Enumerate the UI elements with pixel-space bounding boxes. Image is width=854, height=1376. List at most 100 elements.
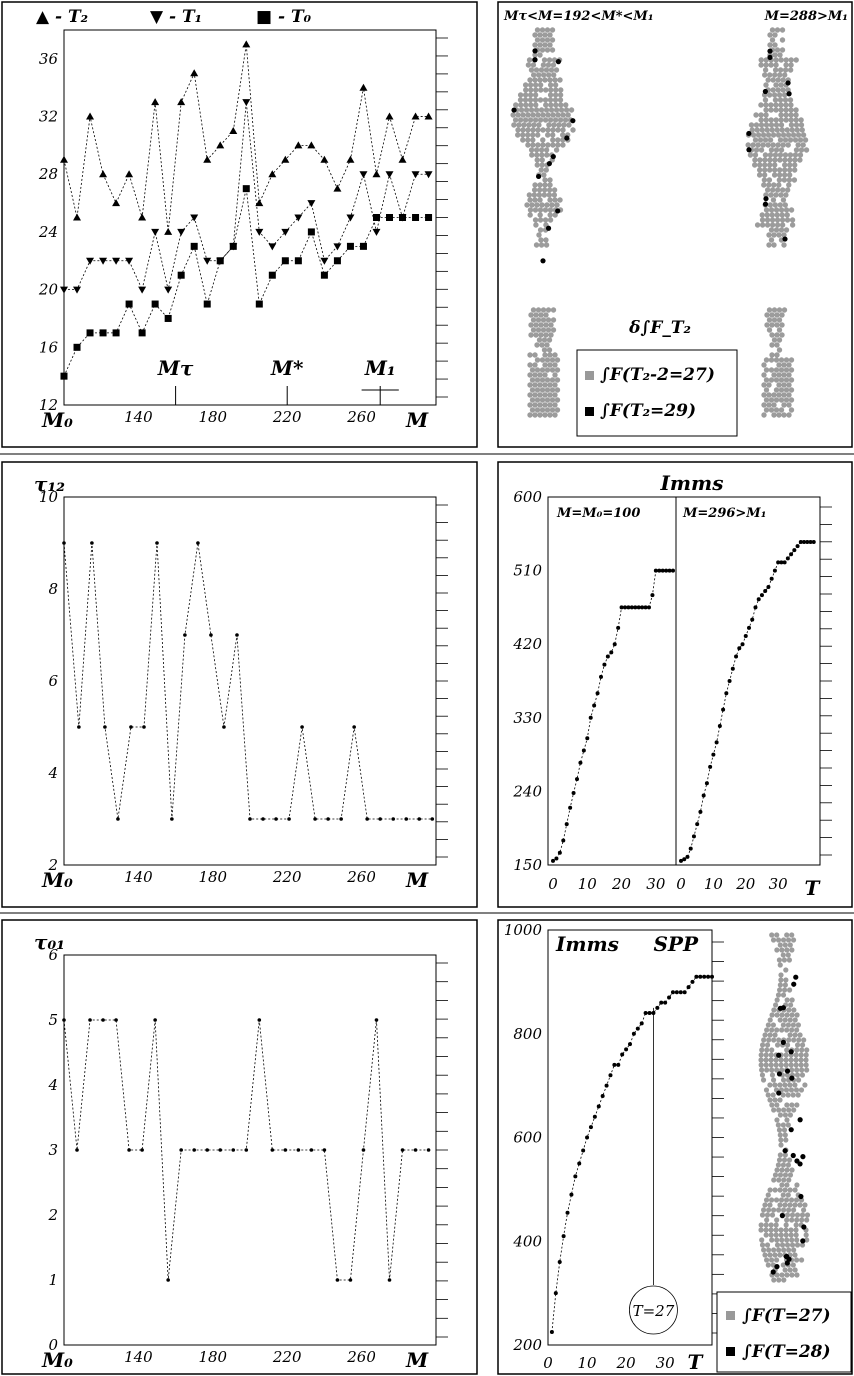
p6-spp-cell: [772, 1097, 778, 1103]
p4-cluster-left-cell: [540, 62, 547, 68]
p4-cluster-left-cell: [535, 112, 541, 118]
p6-spp-cell: [777, 1132, 783, 1138]
p4-cluster-right-cell: [778, 82, 784, 88]
p3-series-0-point: [244, 1148, 249, 1152]
p4-cluster-left-low-cell: [537, 412, 543, 418]
p4-cluster-left-cell: [538, 237, 544, 243]
p5-subpanel-0-point: [602, 662, 607, 667]
p4-cluster-left-cell: [539, 47, 546, 53]
p2-series-0-point: [90, 541, 94, 545]
p4-cluster-right-cell: [749, 127, 755, 133]
p4-cluster-right-low-cell: [774, 352, 780, 358]
p6-spp-cell: [783, 1232, 789, 1238]
p4-cluster-right-cell: [788, 112, 794, 118]
p6-series-point: [612, 1062, 617, 1067]
p6-spp-cell: [782, 1202, 788, 1208]
p6-spp-cell: [778, 1062, 784, 1068]
p4-cluster-right-cell: [760, 142, 766, 148]
p4-cluster-left-cell: [532, 82, 539, 88]
p6-spp-cell: [770, 1077, 777, 1083]
p1-series-1-point: [294, 214, 303, 222]
p1-series-1-point: [255, 228, 264, 236]
p5-subpanel-0-point: [581, 748, 586, 753]
p4-cluster-left-cell: [550, 127, 556, 133]
p6-spp-cell: [782, 942, 788, 948]
p4-cluster-left-cell: [520, 127, 526, 133]
p4-cluster-left-cell: [533, 147, 540, 153]
p5-xlabel: T: [805, 876, 822, 900]
p6-series-point: [663, 1000, 668, 1005]
p5-subpanel-1-point: [766, 584, 771, 589]
p4-cluster-left-low-cell: [532, 392, 538, 398]
p4-cluster-right-cell: [780, 142, 786, 148]
p4-cluster-right-cell: [774, 222, 781, 228]
p4-cluster-right-cell: [789, 222, 796, 228]
p6-spp-cell: [778, 1197, 785, 1203]
p4-cluster-left-low-cell: [532, 372, 538, 378]
p6-spp-cell: [781, 1127, 788, 1133]
p6-spp-boundary-cell: [791, 981, 797, 987]
p6-spp-cell: [794, 1027, 800, 1033]
p4-cluster-right-cell: [776, 182, 782, 188]
p4-cluster-left-cell: [545, 112, 551, 118]
p4-cluster-left-cell: [538, 147, 545, 153]
p6-spp-cell: [781, 1157, 788, 1163]
p6-spp-cell: [784, 1242, 791, 1248]
p4-cluster-right-low-cell: [761, 362, 767, 368]
p1-xmin-label: M₀: [41, 408, 73, 432]
p2-series-0-point: [261, 817, 265, 821]
p4-cluster-left-cell: [538, 87, 544, 93]
p4-cluster-left-cell: [532, 42, 538, 48]
p4-cluster-left-cell: [537, 227, 544, 233]
p4-cluster-left-cell: [548, 102, 554, 108]
p4-cluster-right-cell: [783, 192, 789, 198]
p6-spp-cell: [787, 1082, 793, 1088]
p4-cluster-left-low-cell: [527, 412, 533, 418]
p4-cluster-left-low-cell: [544, 377, 551, 383]
p4-cluster-left-cell: [523, 87, 529, 93]
p2-xtick-label: 140: [124, 868, 153, 886]
p4-cluster-left-cell: [546, 57, 553, 63]
p4-cluster-right-cell: [763, 207, 770, 213]
p6-series-point: [647, 1011, 652, 1015]
p4-cluster-right-cell: [785, 132, 792, 138]
p4-cluster-right-cell: [767, 162, 773, 168]
p1-series-1-point: [268, 243, 277, 251]
p4-cluster-left-boundary-cell: [532, 57, 538, 63]
p6-series-point: [698, 974, 703, 979]
chart-p4: Mτ<M=192<M*<M₁ M=288>M₁ δ∫F_T₂ ∫F(T₂-2=27) ∫…: [503, 9, 848, 437]
p5-subpanel-1-point: [743, 634, 748, 639]
p4-cluster-left-cell: [542, 117, 549, 123]
p4-cluster-left-cell: [531, 122, 537, 128]
p4-cluster-right-cell: [757, 137, 764, 143]
p6-spp-cell: [792, 1082, 798, 1088]
p2-series-0-point: [352, 725, 356, 729]
p4-cluster-right-cell: [758, 117, 764, 123]
p1-series-2-point: [164, 314, 172, 322]
p5-subpanel-0-point: [605, 654, 610, 659]
panel-border-p6: [497, 919, 853, 1375]
p4-cluster-left-low-cell: [534, 357, 541, 363]
p6-spp-cell: [783, 1137, 789, 1143]
p5-plot-area: [547, 496, 821, 866]
p4-cluster-left-cell: [525, 142, 531, 148]
p6-spp-cell: [780, 1077, 787, 1083]
p6-spp-boundary-cell: [788, 1049, 794, 1055]
p6-spp-cell: [768, 1257, 775, 1263]
p2-series-0-point: [142, 725, 146, 729]
p4-cluster-right-low-cell: [786, 412, 792, 418]
p4-cluster-right-low-cell: [774, 342, 780, 348]
p4-cluster-left-cell: [545, 132, 551, 138]
p5-subpanel-1-point: [711, 752, 716, 757]
p5-subpanel-0-point: [623, 605, 627, 610]
p6-spp-cell: [763, 1257, 770, 1263]
p2-ytick-label: 8: [48, 580, 58, 598]
p4-cluster-right-low-cell: [768, 377, 775, 383]
p4-cluster-left-cell: [555, 112, 561, 118]
p4-cluster-right-low-cell: [761, 412, 767, 418]
p4-cluster-right-cell: [767, 157, 773, 163]
p4-cluster-left-low-cell: [534, 387, 541, 393]
p5-subpanel-0-line: [552, 570, 673, 862]
p2-series-0-point: [404, 817, 409, 821]
